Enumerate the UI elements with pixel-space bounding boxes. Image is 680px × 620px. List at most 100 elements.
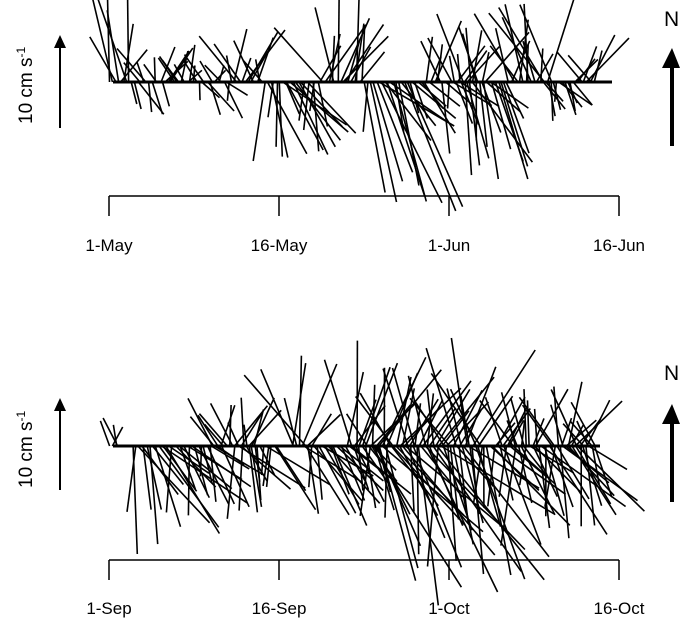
panel-1-velocity-stick — [123, 62, 141, 83]
panel-2-velocity-stick — [496, 396, 526, 447]
panel-2-velocity-stick — [301, 363, 338, 447]
panel-2-velocity-stick — [569, 420, 593, 447]
panel-2-velocity-stick — [570, 401, 596, 447]
panel-1-velocity-stick — [441, 81, 451, 154]
panel-2-velocity-stick — [428, 407, 457, 447]
panel-2-velocity-stick — [585, 445, 596, 526]
panel-2-scale-label: 10 cm s-1 — [14, 410, 37, 488]
panel-2-velocity-stick — [149, 445, 159, 545]
panel-1-velocity-stick — [153, 57, 156, 83]
panel-1-velocity-stick — [361, 25, 366, 83]
panel-1-velocity-stick — [317, 81, 329, 127]
panel-2-velocity-stick — [521, 404, 553, 447]
panel-1-velocity-stick — [204, 64, 222, 83]
panel-2-velocity-stick — [340, 445, 366, 501]
panel-1-velocity-stick — [350, 46, 372, 83]
panel-1-velocity-stick — [498, 7, 545, 83]
panel-1-velocity-stick — [188, 44, 196, 83]
panel-2-velocity-stick — [243, 424, 248, 447]
panel-2-velocity-stick — [111, 426, 124, 447]
panel-1-velocity-stick — [427, 37, 453, 83]
panel-1-velocity-stick — [553, 81, 558, 102]
panel-1-velocity-stick — [489, 45, 519, 83]
panel-2-velocity-stick — [220, 445, 250, 508]
panel-2-velocity-stick — [303, 445, 363, 483]
panel-1-velocity-stick — [468, 81, 481, 166]
panel-1-tick-label-3: 1-Jun — [428, 236, 471, 255]
panel-1-velocity-stick — [97, 0, 128, 83]
panel-1-velocity-stick — [292, 81, 329, 155]
panel-2-velocity-stick — [99, 420, 111, 447]
panel-2-velocity-stick — [165, 445, 173, 513]
panel-2-velocity-stick — [339, 445, 384, 482]
panel-2-velocity-stick — [357, 445, 364, 491]
panel-2-velocity-stick — [510, 397, 525, 447]
panel-2-velocity-stick — [567, 381, 583, 447]
panel-2-velocity-stick — [449, 445, 460, 520]
panel-1-sticks — [89, 0, 630, 212]
panel-1-velocity-stick — [306, 81, 357, 134]
panel-2-velocity-stick — [283, 397, 298, 447]
panel-2-velocity-stick — [484, 396, 503, 447]
panel-2-velocity-stick — [240, 397, 245, 447]
panel-1-velocity-stick — [198, 81, 201, 101]
panel-2-velocity-stick — [359, 445, 372, 517]
panel-2-velocity-stick — [253, 409, 265, 447]
panel-2-velocity-stick — [523, 389, 527, 447]
panel-2-velocity-stick — [420, 445, 464, 498]
panel-1-velocity-stick — [314, 7, 335, 83]
panel-1-velocity-stick — [473, 13, 516, 83]
panel-1-velocity-stick — [275, 81, 279, 147]
panel-2-velocity-stick — [409, 445, 415, 512]
panel-2-velocity-stick — [316, 445, 323, 500]
panel-2-velocity-stick — [518, 445, 527, 486]
panel-1-velocity-stick — [242, 59, 263, 83]
panel-1-velocity-stick — [278, 81, 284, 157]
panel-2-date-axis: 1-Sep 16-Sep 1-Oct 16-Oct — [86, 559, 645, 618]
panel-1-velocity-stick — [490, 81, 512, 150]
panel-1-velocity-stick — [226, 81, 230, 101]
panel-2-velocity-stick — [587, 445, 628, 471]
panel-1-velocity-stick — [500, 81, 529, 167]
panel-2-velocity-stick — [199, 445, 203, 477]
panel-1-velocity-stick — [337, 0, 340, 83]
panel-2-velocity-stick — [458, 445, 470, 524]
panel-2-velocity-stick — [308, 445, 313, 488]
panel-2-velocity-stick — [506, 420, 518, 447]
panel-1-tick-label-1: 1-May — [85, 236, 133, 255]
panel-1-velocity-stick — [545, 81, 564, 102]
panel-2-velocity-stick — [438, 376, 495, 447]
panel-2-velocity-stick — [570, 424, 585, 447]
panel-2-velocity-stick — [226, 445, 236, 519]
panel-1-velocity-stick — [218, 65, 225, 83]
panel-2-velocity-stick — [305, 445, 350, 516]
panel-2-velocity-stick — [311, 413, 332, 447]
panel-1-velocity-stick — [157, 57, 176, 83]
panel-1-velocity-stick — [359, 51, 386, 83]
panel-2-velocity-stick — [227, 422, 240, 447]
panel-1-velocity-stick — [458, 26, 479, 83]
panel-2-velocity-stick — [576, 420, 589, 447]
panel-2-velocity-stick — [538, 445, 551, 529]
panel-2-north-arrow-head — [662, 404, 680, 424]
panel-1-velocity-stick — [397, 81, 420, 186]
panel-1-velocity-stick — [126, 0, 130, 83]
panel-1-velocity-stick — [256, 37, 274, 83]
panel-1-velocity-stick — [369, 81, 398, 203]
panel-2-velocity-stick — [497, 445, 567, 495]
panel-2-tick-label-1: 1-Sep — [86, 599, 131, 618]
panel-1-velocity-stick — [479, 81, 488, 147]
panel-1-velocity-stick — [395, 81, 405, 132]
panel-2-sticks — [99, 337, 645, 606]
panel-1-velocity-stick — [505, 81, 525, 119]
panel-1-velocity-stick — [567, 54, 592, 83]
panel-2-velocity-stick — [586, 399, 611, 447]
panel-1-velocity-stick — [183, 54, 205, 83]
panel-2-velocity-stick — [198, 413, 228, 447]
panel-2-velocity-stick — [549, 445, 608, 535]
panel-1-velocity-stick — [302, 81, 310, 131]
panel-2-velocity-stick — [543, 445, 565, 517]
panel-2-velocity-stick — [345, 413, 368, 447]
panel-1-tick-label-2: 16-May — [251, 236, 308, 255]
panel-2-velocity-stick — [409, 397, 451, 447]
